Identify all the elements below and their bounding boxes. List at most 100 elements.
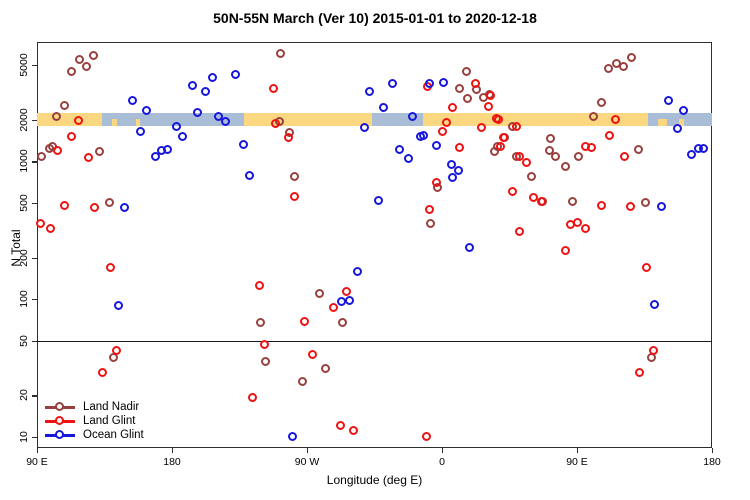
legend-circle-icon [55, 416, 64, 426]
data-point [328, 302, 338, 312]
data-point [698, 143, 708, 153]
data-point [119, 202, 129, 212]
data-point [463, 93, 473, 103]
data-point [496, 141, 506, 151]
data-point [193, 107, 203, 117]
data-point [514, 151, 524, 161]
data-point [172, 121, 182, 131]
data-point [437, 126, 447, 136]
data-point [97, 368, 107, 378]
data-point [230, 69, 240, 79]
legend-item: Land Nadir [45, 400, 144, 414]
data-point [649, 345, 659, 355]
data-point [307, 350, 317, 360]
data-point [679, 105, 689, 115]
data-point [454, 165, 464, 175]
data-point [337, 297, 347, 307]
data-point [44, 143, 54, 153]
data-point [260, 356, 270, 366]
data-point [448, 102, 458, 112]
data-point [425, 218, 435, 228]
data-point [271, 118, 281, 128]
y-tick-label: 5000 [18, 53, 30, 77]
y-tick-label: 10 [18, 431, 30, 443]
data-point [529, 192, 539, 202]
data-point [214, 111, 224, 121]
data-point [454, 142, 464, 152]
data-point [514, 226, 524, 236]
data-point [431, 140, 441, 150]
data-point [634, 368, 644, 378]
data-point [113, 300, 123, 310]
x-tick-mark [712, 448, 714, 453]
data-point [550, 151, 560, 161]
data-point [275, 48, 285, 58]
legend-symbol [45, 428, 75, 442]
y-tick-mark [32, 340, 37, 342]
data-point [82, 61, 92, 71]
data-point [200, 86, 210, 96]
data-point [586, 142, 596, 152]
data-point [67, 131, 77, 141]
legend-circle-icon [55, 402, 64, 412]
data-point [136, 126, 146, 136]
x-tick-mark [442, 448, 444, 453]
data-point [46, 223, 56, 233]
data-point [178, 131, 188, 141]
x-tick-mark [577, 448, 579, 453]
legend-symbol [45, 414, 75, 428]
data-point [626, 52, 636, 62]
data-point [619, 61, 629, 71]
data-point [142, 105, 152, 115]
data-point [106, 262, 116, 272]
data-point [421, 431, 431, 441]
data-point [247, 393, 257, 403]
data-point [649, 299, 659, 309]
y-tick-label: 200 [18, 248, 30, 267]
data-point [337, 317, 347, 327]
legend-symbol [45, 400, 75, 414]
data-point [388, 78, 398, 88]
land-band-segment [37, 113, 102, 127]
data-point [656, 202, 666, 211]
data-point [454, 83, 464, 93]
data-point [424, 204, 434, 214]
data-point [610, 114, 620, 124]
data-point [499, 132, 509, 142]
x-tick-mark [37, 448, 39, 453]
x-tick-label: 0 [439, 456, 445, 468]
legend-item: Land Glint [45, 414, 144, 428]
data-point [526, 171, 536, 181]
data-point [431, 177, 441, 187]
reference-line [37, 340, 712, 342]
data-point [640, 197, 650, 207]
data-point [568, 196, 578, 206]
x-tick-label: 180 [163, 456, 181, 468]
data-point [442, 117, 452, 127]
data-point [604, 130, 614, 140]
data-point [508, 186, 518, 196]
data-point [439, 77, 449, 87]
y-tick-mark [32, 64, 37, 67]
data-point [151, 151, 161, 161]
y-tick-mark [32, 436, 37, 439]
x-tick-label: 180 [703, 456, 721, 468]
data-point [536, 196, 546, 206]
x-axis-label: Longitude (deg E) [326, 473, 423, 487]
data-point [256, 317, 266, 327]
data-point [560, 245, 570, 255]
data-point [254, 281, 264, 291]
y-tick-mark [32, 202, 37, 205]
y-tick-mark [32, 257, 37, 259]
data-point [74, 54, 84, 64]
land-band-segment [244, 113, 372, 127]
legend-label: Land Nadir [83, 401, 140, 413]
data-point [163, 144, 173, 154]
y-tick-label: 100 [18, 290, 30, 308]
data-point [596, 97, 606, 107]
data-point [299, 317, 309, 327]
data-point [490, 146, 500, 156]
data-point [373, 195, 383, 205]
x-tick-label: 90 W [294, 456, 320, 468]
